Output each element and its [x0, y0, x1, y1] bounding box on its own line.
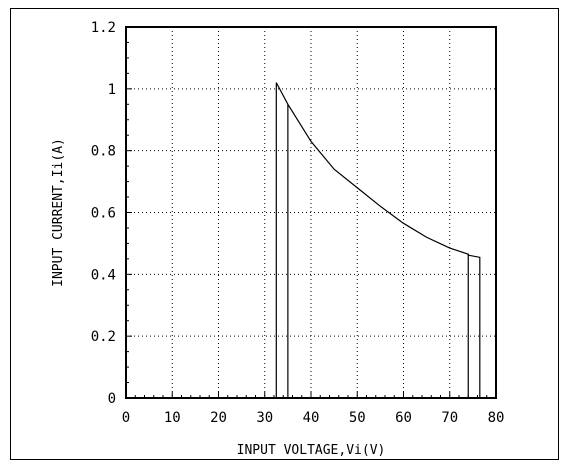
y-tick-label: 0.6: [91, 206, 116, 222]
x-axis-label: INPUT VOLTAGE,Vi(V): [237, 443, 386, 458]
x-tick-label: 0: [122, 410, 130, 426]
y-tick-label: 0: [108, 391, 116, 407]
y-axis-label: INPUT CURRENT,Ii(A): [51, 138, 66, 287]
x-tick-label: 60: [395, 410, 412, 426]
x-tick-label: 50: [349, 410, 366, 426]
x-tick-label: 30: [256, 410, 273, 426]
y-tick-label: 0.8: [91, 144, 116, 160]
y-tick-label: 0.2: [91, 329, 116, 345]
x-tick-label: 40: [303, 410, 320, 426]
y-tick-label: 1.2: [91, 20, 116, 36]
plot-area-border: [125, 26, 497, 399]
x-tick-label: 10: [164, 410, 181, 426]
x-tick-label: 20: [210, 410, 227, 426]
y-tick-label: 1: [108, 82, 116, 98]
x-tick-label: 70: [441, 410, 458, 426]
chart-frame: [10, 8, 559, 460]
series-line-1: [275, 82, 481, 398]
x-tick-label: 80: [488, 410, 505, 426]
y-tick-label: 0.4: [91, 267, 116, 283]
